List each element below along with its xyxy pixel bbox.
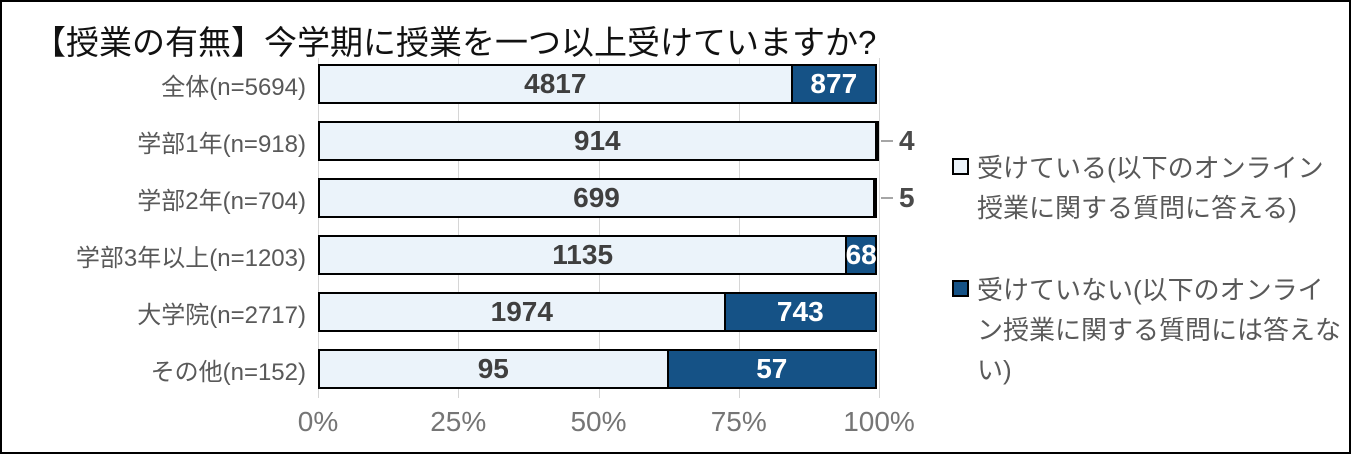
gridline-0% [318, 58, 319, 398]
value-label: 5 [899, 182, 915, 213]
value-label: 877 [810, 68, 858, 99]
segment-not-taking: 877 [790, 64, 877, 104]
category-label: その他(n=152) [150, 358, 306, 386]
gridline-75% [738, 58, 740, 398]
segment-taking: 4817 [318, 64, 793, 104]
table-row: 学部3年以上(n=1203) 1135 68 [2, 235, 1349, 275]
segment-not-taking [874, 121, 879, 161]
legend-swatch-dark-icon [952, 280, 969, 297]
chart-title: 【授業の有無】今学期に授業を一つ以上受けていますか? [33, 24, 877, 61]
leader-line [881, 140, 893, 142]
segment-taking: 95 [318, 349, 669, 389]
table-row: その他(n=152) 95 57 [2, 349, 1349, 389]
segment-taking: 699 [318, 178, 876, 218]
value-label: 95 [477, 353, 509, 384]
legend-item-not-taking: 受けていない(以下のオンライン授業に関する質問には答えない) [952, 270, 1347, 390]
bar-track: 4817 877 [318, 64, 879, 104]
value-label: 57 [756, 353, 788, 384]
axis-tick-label: 0% [297, 406, 339, 437]
axis-tick-label: 100% [843, 406, 915, 437]
axis-tick-label: 75% [710, 406, 767, 437]
table-row: 大学院(n=2717) 1974 743 [2, 292, 1349, 332]
category-label: 学部2年(n=704) [137, 187, 306, 215]
segment-taking: 1135 [318, 235, 848, 275]
segment-not-taking: 68 [845, 235, 877, 275]
legend-label-taking: 受けている(以下のオンライン授業に関する質問に答える) [977, 153, 1324, 223]
bar-track: 1974 743 [318, 292, 879, 332]
table-row: 学部2年(n=704) 699 5 [2, 178, 1349, 218]
table-row: 学部1年(n=918) 914 4 [2, 121, 1349, 161]
value-label: 1135 [552, 239, 614, 270]
category-label: 学部3年以上(n=1203) [75, 244, 306, 272]
gridline-100% [879, 58, 880, 398]
category-label: 学部1年(n=918) [137, 130, 306, 158]
gridline-50% [598, 58, 600, 398]
category-label: 大学院(n=2717) [137, 301, 306, 329]
legend-item-taking: 受けている(以下のオンライン授業に関する質問に答える) [952, 148, 1347, 228]
value-label: 1974 [490, 296, 553, 327]
legend-swatch-light-icon [952, 158, 969, 175]
bar-track: 1135 68 [318, 235, 879, 275]
x-axis: 0% 25% 50% 75% 100% [298, 406, 915, 440]
bar-rows: 全体(n=5694) 4817 877 学部1年(n=918) 914 4 学部2年(n=7… [2, 64, 1349, 406]
legend-label-not-taking: 受けていない(以下のオンライン授業に関する質問には答えない) [977, 275, 1342, 385]
bar-track: 914 [318, 121, 879, 161]
outside-value-label: 5 [879, 182, 915, 214]
value-label: 4 [899, 125, 915, 156]
segment-not-taking [873, 178, 878, 218]
value-label: 699 [573, 182, 620, 213]
segment-taking: 1974 [318, 292, 726, 332]
table-row: 全体(n=5694) 4817 877 [2, 64, 1349, 104]
leader-line [881, 197, 893, 199]
axis-tick-label: 25% [430, 406, 487, 437]
gridline-25% [458, 58, 460, 398]
value-label: 4817 [524, 68, 587, 99]
value-label: 743 [776, 296, 824, 327]
value-label: 914 [573, 125, 621, 156]
segment-not-taking: 57 [666, 349, 877, 389]
outside-value-label: 4 [879, 125, 915, 157]
category-label: 全体(n=5694) [161, 73, 306, 101]
gridlines [318, 58, 880, 398]
value-label: 68 [845, 239, 877, 270]
axis-tick-label: 50% [570, 406, 627, 437]
segment-taking: 914 [318, 121, 877, 161]
bar-track: 95 57 [318, 349, 879, 389]
segment-not-taking: 743 [723, 292, 877, 332]
bar-track: 699 [318, 178, 879, 218]
